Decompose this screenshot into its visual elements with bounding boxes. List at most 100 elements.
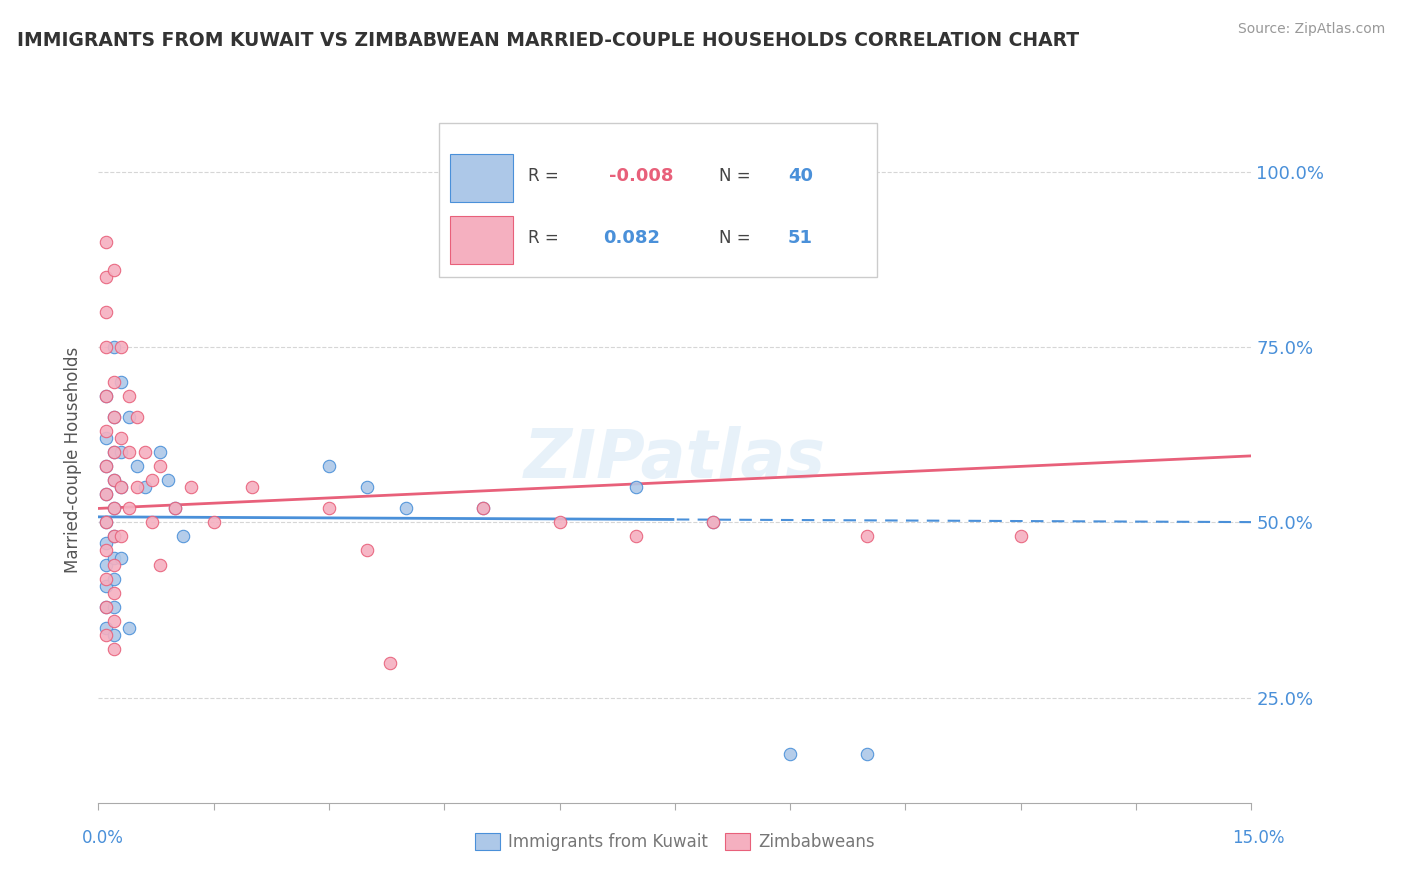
- Text: N =: N =: [718, 168, 751, 186]
- Point: [94, 516, 117, 530]
- Point: [103, 340, 125, 354]
- Point: [125, 480, 148, 494]
- Point: [103, 263, 125, 277]
- Text: IMMIGRANTS FROM KUWAIT VS ZIMBABWEAN MARRIED-COUPLE HOUSEHOLDS CORRELATION CHART: IMMIGRANTS FROM KUWAIT VS ZIMBABWEAN MAR…: [17, 31, 1078, 50]
- Point: [110, 445, 132, 459]
- Point: [118, 389, 141, 403]
- Text: Source: ZipAtlas.com: Source: ZipAtlas.com: [1237, 22, 1385, 37]
- Point: [94, 459, 117, 474]
- Point: [702, 516, 724, 530]
- Point: [202, 516, 225, 530]
- Text: 40: 40: [787, 168, 813, 186]
- Point: [856, 747, 879, 761]
- Point: [103, 474, 125, 488]
- Point: [103, 501, 125, 516]
- Point: [103, 599, 125, 614]
- Point: [94, 558, 117, 572]
- Point: [103, 572, 125, 586]
- Point: [103, 550, 125, 565]
- Point: [103, 641, 125, 656]
- Point: [110, 480, 132, 494]
- Point: [380, 656, 402, 670]
- Point: [125, 459, 148, 474]
- Point: [94, 543, 117, 558]
- Point: [702, 516, 724, 530]
- Point: [149, 558, 172, 572]
- Point: [94, 627, 117, 641]
- Y-axis label: Married-couple Households: Married-couple Households: [63, 346, 82, 573]
- Point: [94, 340, 117, 354]
- Point: [94, 305, 117, 319]
- Point: [94, 572, 117, 586]
- Point: [118, 501, 141, 516]
- Point: [94, 425, 117, 439]
- Text: 0.082: 0.082: [603, 229, 661, 247]
- Point: [856, 529, 879, 543]
- Point: [103, 529, 125, 543]
- Point: [356, 480, 378, 494]
- Point: [94, 599, 117, 614]
- Point: [94, 578, 117, 592]
- Point: [94, 389, 117, 403]
- Point: [149, 459, 172, 474]
- Point: [134, 445, 156, 459]
- Text: 0.0%: 0.0%: [82, 829, 124, 847]
- Point: [110, 376, 132, 390]
- Text: 15.0%: 15.0%: [1232, 829, 1285, 847]
- Point: [110, 480, 132, 494]
- Point: [318, 501, 340, 516]
- Point: [94, 459, 117, 474]
- Point: [94, 389, 117, 403]
- Point: [180, 480, 202, 494]
- Point: [118, 445, 141, 459]
- Point: [134, 480, 156, 494]
- Point: [103, 410, 125, 425]
- Point: [1010, 529, 1032, 543]
- Point: [94, 270, 117, 285]
- Point: [318, 459, 340, 474]
- Text: ZIPatlas: ZIPatlas: [524, 426, 825, 492]
- Point: [94, 516, 117, 530]
- Point: [110, 529, 132, 543]
- Point: [110, 340, 132, 354]
- Point: [103, 474, 125, 488]
- Point: [103, 445, 125, 459]
- Point: [356, 543, 378, 558]
- Point: [94, 487, 117, 501]
- Point: [94, 431, 117, 445]
- Text: R =: R =: [529, 229, 560, 247]
- Point: [103, 501, 125, 516]
- Point: [103, 558, 125, 572]
- FancyBboxPatch shape: [450, 153, 513, 202]
- Point: [110, 550, 132, 565]
- Point: [110, 431, 132, 445]
- Point: [240, 480, 263, 494]
- Point: [165, 501, 187, 516]
- Point: [118, 621, 141, 635]
- Text: N =: N =: [718, 229, 751, 247]
- Point: [626, 480, 648, 494]
- Point: [94, 487, 117, 501]
- Point: [779, 747, 801, 761]
- Point: [94, 599, 117, 614]
- Point: [141, 516, 163, 530]
- Point: [94, 235, 117, 249]
- Point: [626, 529, 648, 543]
- Point: [149, 445, 172, 459]
- Point: [471, 501, 494, 516]
- Point: [471, 501, 494, 516]
- Point: [118, 410, 141, 425]
- Point: [103, 376, 125, 390]
- Point: [103, 614, 125, 628]
- Point: [395, 501, 418, 516]
- Point: [548, 516, 571, 530]
- Point: [94, 536, 117, 550]
- Point: [172, 529, 194, 543]
- Point: [103, 529, 125, 543]
- Point: [103, 585, 125, 599]
- Point: [103, 445, 125, 459]
- FancyBboxPatch shape: [439, 123, 877, 277]
- Point: [165, 501, 187, 516]
- FancyBboxPatch shape: [450, 216, 513, 264]
- Point: [125, 410, 148, 425]
